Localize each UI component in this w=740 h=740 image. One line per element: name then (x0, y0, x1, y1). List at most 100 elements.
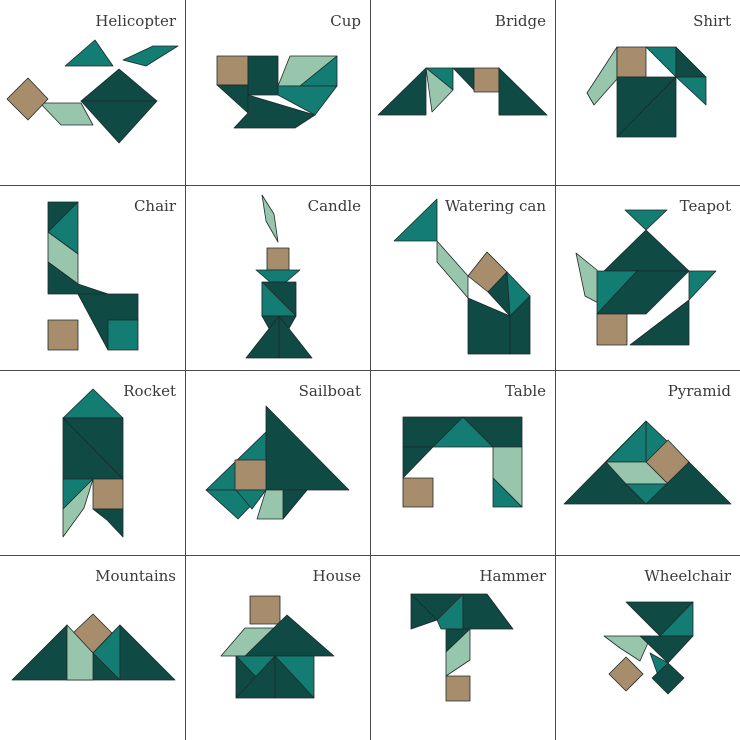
grid-line (0, 370, 740, 371)
figure-bridge: Bridge (370, 0, 555, 185)
tangram-pyramid (563, 420, 732, 505)
tangram-piece (274, 655, 315, 699)
tangram-piece (80, 68, 158, 102)
tangram-hammer (410, 593, 514, 702)
tangram-watering-can (393, 198, 531, 355)
tangram-piece (596, 313, 628, 346)
tangram-piece (234, 459, 267, 491)
figure-label: Chair (133, 197, 176, 215)
figure-label: Rocket (123, 382, 176, 400)
tangram-piece (688, 270, 717, 301)
figure-label: House (312, 567, 361, 585)
tangram-piece (410, 593, 438, 630)
tangram-helicopter (6, 39, 179, 144)
tangram-piece (452, 67, 475, 91)
tangram-piece (62, 388, 124, 419)
tangram-piece (92, 508, 124, 538)
figure-helicopter: Helicopter (0, 0, 185, 185)
figure-mountains: Mountains (0, 555, 185, 740)
figure-label: Mountains (95, 567, 176, 585)
tangram-piece (266, 247, 290, 271)
figure-label: Cup (330, 12, 361, 30)
figure-chair: Chair (0, 185, 185, 370)
tangram-piece (675, 46, 707, 78)
tangram-piece (498, 67, 548, 116)
tangram-house (220, 595, 335, 699)
tangram-candle (245, 194, 313, 359)
tangram-piece (64, 39, 114, 67)
tangram-piece (624, 209, 668, 231)
tangram-mountains (11, 613, 176, 681)
figure-candle: Candle (185, 185, 370, 370)
tangram-piece (62, 478, 94, 538)
tangram-piece (605, 420, 647, 463)
tangram-piece (462, 593, 514, 630)
figure-house: House (185, 555, 370, 740)
tangram-piece (66, 624, 94, 681)
grid-line (0, 185, 740, 186)
tangram-chair (47, 201, 139, 351)
tangram-piece (596, 270, 690, 315)
figure-label: Table (504, 382, 546, 400)
tangram-piece (245, 315, 280, 359)
tangram-piece (402, 446, 434, 479)
tangram-table (402, 416, 523, 508)
tangram-bridge (377, 67, 548, 116)
grid-line (0, 555, 740, 556)
tangram-piece (473, 67, 500, 93)
figure-label: Sailboat (298, 382, 361, 400)
tangram-piece (645, 461, 732, 505)
figure-label: Pyramid (667, 382, 731, 400)
tangram-piece (247, 55, 279, 96)
figure-pyramid: Pyramid (555, 370, 740, 555)
tangram-piece (393, 198, 438, 242)
tangram-piece (11, 624, 68, 681)
tangram-piece (255, 269, 301, 283)
tangram-piece (645, 46, 677, 78)
tangram-piece (603, 229, 690, 272)
tangram-piece (425, 67, 454, 113)
tangram-piece (586, 46, 618, 106)
figure-label: Wheelchair (644, 567, 731, 585)
tangram-piece (445, 628, 471, 677)
tangram-piece (377, 67, 427, 116)
tangram-piece (249, 595, 281, 625)
tangram-piece (603, 635, 652, 662)
figure-label: Hammer (479, 567, 546, 585)
tangram-piece (278, 315, 313, 359)
figure-sailboat: Sailboat (185, 370, 370, 555)
figure-label: Shirt (693, 12, 731, 30)
tangram-wheelchair (603, 601, 694, 695)
figure-wheelchair: Wheelchair (555, 555, 740, 740)
tangram-piece (122, 45, 179, 67)
tangram-piece (282, 489, 308, 520)
figure-rocket: Rocket (0, 370, 185, 555)
tangram-piece (675, 76, 707, 106)
figure-hammer: Hammer (370, 555, 555, 740)
tangram-rocket (62, 388, 124, 538)
tangram-piece (216, 55, 249, 86)
tangram-piece (436, 240, 469, 299)
tangram-piece (39, 102, 94, 126)
figure-cup: Cup (185, 0, 370, 185)
figure-label: Candle (307, 197, 361, 215)
tangram-sailboat (205, 405, 350, 520)
tangram-piece (509, 295, 531, 355)
figure-label: Teapot (679, 197, 731, 215)
tangram-teapot (575, 209, 717, 346)
tangram-piece (265, 405, 350, 491)
tangram-piece (119, 624, 176, 681)
figure-label: Helicopter (95, 12, 176, 30)
tangram-piece (492, 477, 523, 508)
tangram-piece (47, 319, 79, 351)
figure-watering-can: Watering can (370, 185, 555, 370)
figure-label: Bridge (494, 12, 546, 30)
tangram-piece (235, 489, 267, 510)
tangram-piece (107, 319, 139, 351)
tangram-piece (233, 94, 316, 129)
figure-table: Table (370, 370, 555, 555)
tangram-piece (92, 478, 124, 510)
tangram-piece (80, 100, 158, 144)
tangram-piece (445, 675, 471, 702)
